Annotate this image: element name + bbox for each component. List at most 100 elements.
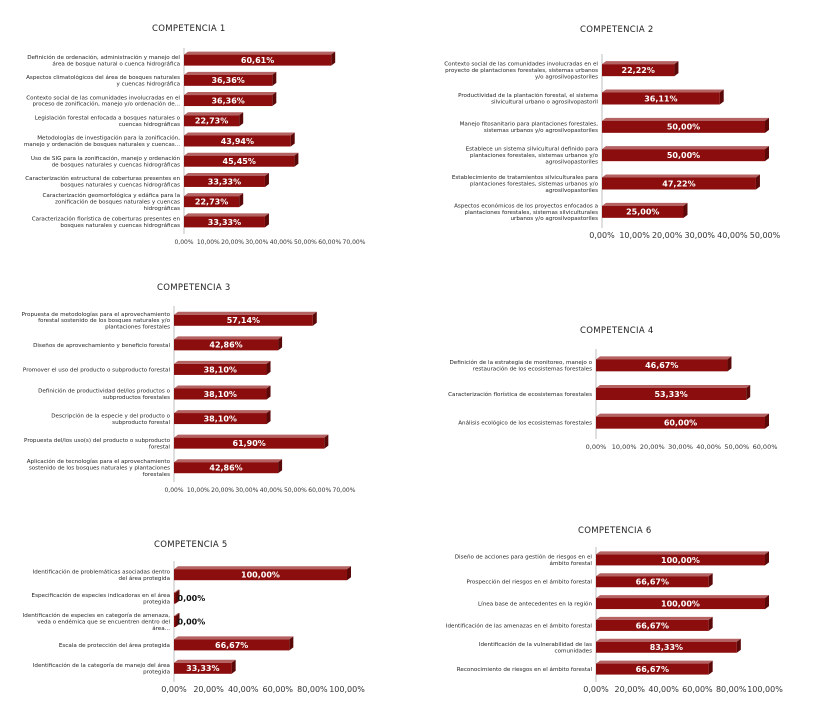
bar-front-face <box>602 149 765 162</box>
x-tick-label: 60,00% <box>263 685 294 694</box>
bar-top-face <box>174 434 329 438</box>
bar-front-face <box>596 554 765 566</box>
bar-top-face <box>184 132 295 136</box>
bar-top-face <box>174 459 283 463</box>
category-label: Caracterización florística de ecosistema… <box>448 391 592 398</box>
bar <box>174 613 180 627</box>
data-label: 33,33% <box>208 177 241 186</box>
x-tick-label: 30,00% <box>668 443 693 451</box>
bar <box>184 152 299 167</box>
x-tick-label: 30,00% <box>235 487 258 494</box>
bar <box>184 213 269 228</box>
data-label: 66,67% <box>636 621 669 630</box>
bar <box>596 356 732 372</box>
bar-side-face <box>264 213 269 228</box>
bar-side-face <box>708 573 713 588</box>
chart-competencia-3: COMPETENCIA 3 57,14% Propuesta de metodol… <box>2 272 407 504</box>
bar-front-face <box>174 462 279 474</box>
bar-front-face <box>596 416 765 429</box>
chart-plot: 22,22% Contexto social de las comunidades… <box>444 54 781 240</box>
bar-side-face <box>289 636 294 651</box>
data-label: 38,10% <box>204 414 237 423</box>
chart-title: COMPETENCIA 1 <box>152 24 226 34</box>
category-label: Productividad de la plantación forestal,… <box>458 92 598 105</box>
chart-title: COMPETENCIA 3 <box>157 283 231 293</box>
bar-top-face <box>174 410 271 414</box>
bar <box>596 413 769 429</box>
bar-front-face <box>184 175 265 187</box>
data-label: 100,00% <box>241 571 280 580</box>
bar-front-face <box>174 662 232 674</box>
data-label: 25,00% <box>626 208 659 217</box>
x-tick-label: 0,00% <box>583 685 609 694</box>
x-tick-label: 40,00% <box>696 443 721 451</box>
category-label: Caracterización florística de coberturas… <box>32 216 181 229</box>
bar-front-face <box>596 598 765 610</box>
bar-front-face <box>602 92 720 105</box>
data-label: 66,67% <box>215 641 248 650</box>
chart-plot: 46,67% Definición de la estrategia de mon… <box>448 349 778 451</box>
x-tick-label: 20,00% <box>615 685 646 694</box>
category-label: Identificación de la vulnerabilidad de l… <box>479 641 592 654</box>
bar-side-face <box>239 193 244 208</box>
chart-competencia-1: COMPETENCIA 1 60,61% Definición de ordena… <box>2 12 407 246</box>
data-label: 43,94% <box>221 137 254 146</box>
category-label: Definición de ordenación, administración… <box>27 54 180 67</box>
bar-front-face <box>184 196 240 208</box>
x-tick-label: 30,00% <box>685 231 716 240</box>
data-label: 33,33% <box>186 664 219 673</box>
bar-top-face <box>174 566 351 570</box>
x-tick-label: 10,00% <box>612 443 637 451</box>
x-tick-label: 0,00% <box>586 443 607 451</box>
bar <box>596 616 713 631</box>
bar-side-face <box>746 385 751 400</box>
category-label: Establecimiento de tratamientos silvicul… <box>452 175 599 194</box>
bar-top-face <box>596 356 732 360</box>
bar-front-face <box>174 437 325 449</box>
bar <box>596 551 769 566</box>
bar-top-face <box>184 152 299 156</box>
bar <box>596 573 713 588</box>
bar-side-face <box>765 146 769 162</box>
bar <box>602 61 679 77</box>
data-label: 0,00% <box>178 594 206 603</box>
x-tick-label: 50,00% <box>750 231 781 240</box>
bar-side-face <box>708 616 713 631</box>
bar-top-face <box>596 413 769 417</box>
x-tick-label: 10,00% <box>197 239 220 245</box>
bar-top-face <box>602 117 769 121</box>
bar-top-face <box>596 660 713 664</box>
data-label: 50,00% <box>667 123 700 132</box>
category-label: Metodologías de investigación para la zo… <box>24 135 180 148</box>
bar-side-face <box>175 589 180 604</box>
category-label: Legislación forestal enfocada a bosques … <box>35 115 181 128</box>
bar-side-face <box>765 413 769 429</box>
bar-side-face <box>727 356 732 372</box>
data-label: 22,73% <box>195 198 228 207</box>
x-tick-label: 0,00% <box>174 239 193 245</box>
category-label: Identificación de la categoría de manejo… <box>33 662 170 675</box>
bar <box>174 336 283 351</box>
chart-title: COMPETENCIA 2 <box>580 25 654 35</box>
bar-top-face <box>602 174 760 178</box>
bar-top-face <box>596 573 713 577</box>
bar-top-face <box>184 71 277 75</box>
x-tick-label: 60,00% <box>753 443 778 451</box>
x-tick-label: 80,00% <box>297 685 328 694</box>
category-label: Definición de productividad del/los prod… <box>38 388 170 401</box>
bar-side-face <box>312 311 317 326</box>
bar-front-face <box>602 64 675 77</box>
bar-front-face <box>602 120 765 133</box>
bar <box>602 202 688 218</box>
chart-title: COMPETENCIA 5 <box>154 540 228 550</box>
category-label: Aspectos económicos de los proyectos enf… <box>454 202 598 222</box>
x-tick-label: 50,00% <box>294 239 317 245</box>
bar <box>596 638 741 653</box>
data-label: 66,67% <box>636 665 669 674</box>
bar-side-face <box>331 51 336 66</box>
bar-side-face <box>272 71 277 86</box>
bar-front-face <box>174 314 313 326</box>
data-label: 33,33% <box>208 218 241 227</box>
data-label: 66,67% <box>636 578 669 587</box>
bar-front-face <box>602 205 684 218</box>
